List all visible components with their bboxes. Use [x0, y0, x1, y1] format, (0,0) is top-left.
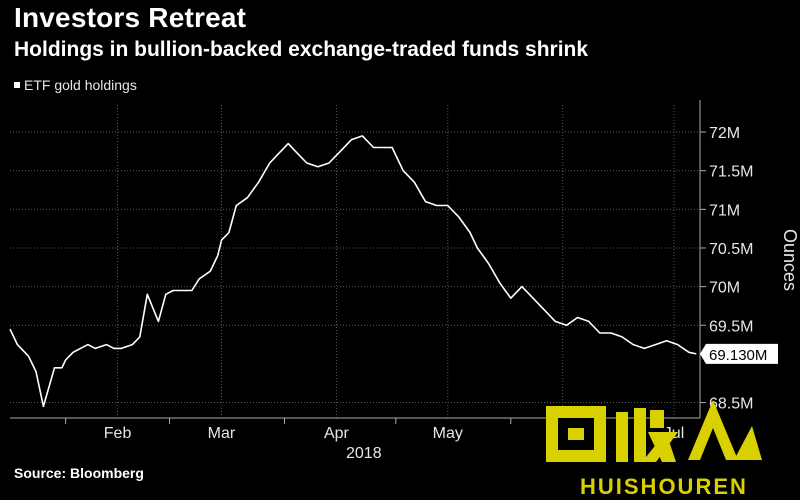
legend-swatch [14, 82, 20, 88]
last-value-label: 69.130M [709, 347, 767, 364]
last-value-box [700, 343, 778, 364]
y-tick-label: 72M [709, 125, 740, 142]
legend: ETF gold holdings [14, 77, 137, 93]
legend-label: ETF gold holdings [24, 77, 137, 93]
y-tick-label: 68.5M [709, 396, 753, 413]
series-line [9, 135, 697, 408]
source-note: Source: Bloomberg [14, 465, 144, 481]
x-year-label: 2018 [346, 445, 382, 462]
x-tick-label: Feb [104, 425, 132, 442]
y-tick-label: 69.5M [709, 318, 753, 335]
x-tick-label: May [433, 425, 463, 442]
y-tick-label: 70.5M [709, 241, 753, 258]
y-axis-title: Ounces [780, 229, 800, 291]
y-tick-label: 71.5M [709, 164, 753, 181]
y-tick-label: 70M [709, 280, 740, 297]
y-tick-label: 71M [709, 202, 740, 219]
watermark-text: HUISHOUREN [580, 474, 748, 499]
x-tick-label: Mar [208, 425, 236, 442]
watermark-logo: HUISHOUREN [546, 400, 762, 499]
chart-subtitle: Holdings in bullion-backed exchange-trad… [14, 38, 589, 61]
x-tick-label: Apr [324, 425, 350, 442]
chart-title: Investors Retreat [14, 2, 247, 33]
